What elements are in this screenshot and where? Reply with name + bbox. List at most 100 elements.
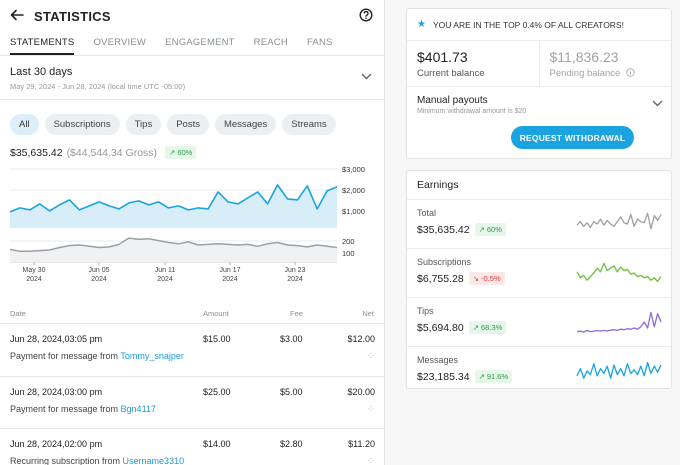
net-total: $35,635.42 [10, 146, 63, 159]
earnings-name: Messages [417, 355, 459, 365]
earnings-row-total[interactable]: Total $35,635.42 ↗ 60% [407, 200, 671, 249]
period-title: Last 30 days [10, 66, 73, 78]
x-tick-year: 2024 [157, 276, 173, 283]
earnings-name: Tips [417, 306, 434, 316]
top-bar: STATISTICS [0, 0, 384, 32]
statistics-panel: STATISTICS STATEMENTS OVERVIEW ENGAGEMEN… [0, 0, 385, 465]
chip-all[interactable]: All [10, 114, 39, 135]
summary-line: $35,635.42 ($44,544.34 Gross) ↗ 60% [0, 135, 384, 159]
request-withdrawal-button[interactable]: REQUEST WITHDRAWAL [511, 126, 634, 149]
earnings-value-line: $6,755.28 ↘ -0.5% [417, 272, 661, 285]
row-amount: $14.00 [203, 439, 231, 449]
user-link[interactable]: Bgn4117 [120, 404, 156, 414]
chip-streams[interactable]: Streams [282, 114, 336, 135]
row-desc-text: Payment for message from [10, 351, 121, 361]
change-badge: ↗ 68.3% [468, 321, 507, 334]
tab-reach[interactable]: REACH [253, 37, 288, 48]
rank-banner: ★ YOU ARE IN THE TOP 0.4% OF ALL CREATOR… [407, 9, 671, 41]
info-icon[interactable] [626, 68, 635, 80]
earnings-title: Earnings [407, 171, 671, 200]
row-date: Jun 28, 2024,03:00 pm [10, 387, 103, 397]
row-fee: $2.80 [280, 439, 303, 449]
help-icon[interactable] [359, 7, 373, 25]
earnings-value-line: $5,694.80 ↗ 68.3% [417, 321, 661, 334]
earnings-value: $5,694.80 [417, 321, 464, 334]
earnings-name: Total [417, 208, 437, 218]
row-description: Payment for message from Tommy_snajper ⁘ [0, 351, 385, 362]
x-tick-year: 2024 [287, 276, 303, 283]
earnings-value: $6,755.28 [417, 272, 464, 285]
table-row[interactable]: Jun 28, 2024,03:00 pm $25.00 $5.00 $20.0… [0, 376, 385, 415]
manual-payouts[interactable]: Manual payouts Minimum withdrawal amount… [407, 87, 671, 123]
arrow-up-icon: ↗ [169, 148, 176, 157]
row-amount: $25.00 [203, 387, 231, 397]
tab-statements[interactable]: STATEMENTS [10, 32, 75, 55]
row-net: $12.00 [347, 334, 375, 344]
earnings-row-tips[interactable]: Tips $5,694.80 ↗ 68.3% [407, 298, 671, 347]
sparkline-path [576, 361, 662, 379]
sparkline-path [576, 311, 662, 333]
x-tick-label: Jun 11 [155, 267, 176, 274]
tab-bar: STATEMENTS OVERVIEW ENGAGEMENT REACH FAN… [0, 32, 384, 56]
x-tick-label: May 30 [23, 267, 46, 274]
row-net: $11.20 [348, 439, 375, 449]
series-area [10, 238, 337, 262]
chip-messages[interactable]: Messages [214, 114, 277, 135]
table-row[interactable]: Jun 28, 2024,03:05 pm $15.00 $3.00 $12.0… [0, 323, 385, 362]
earnings-value-line: $35,635.42 ↗ 60% [417, 223, 661, 236]
change-value: 60% [486, 225, 502, 234]
sparkline [576, 361, 662, 379]
loading-icon: ⁘ [366, 456, 375, 465]
chip-subscriptions[interactable]: Subscriptions [44, 114, 120, 135]
earnings-value: $23,185.34 [417, 370, 470, 383]
rank-text: YOU ARE IN THE TOP 0.4% OF ALL CREATORS! [432, 19, 624, 30]
user-link[interactable]: Tommy_snajper [120, 351, 184, 361]
star-icon: ★ [417, 19, 426, 30]
x-tick-label: Jun 17 [219, 267, 240, 274]
row-fee: $5.00 [280, 387, 303, 397]
back-arrow-icon[interactable] [10, 8, 24, 25]
gross-total: ($44,544.34 Gross) [66, 146, 158, 159]
earnings-row-messages[interactable]: Messages $23,185.34 ↗ 91.6% [407, 347, 671, 396]
tab-overview[interactable]: OVERVIEW [93, 37, 147, 48]
earnings-value-line: $23,185.34 ↗ 91.6% [417, 370, 661, 383]
x-tick-year: 2024 [222, 276, 238, 283]
balance-card: ★ YOU ARE IN THE TOP 0.4% OF ALL CREATOR… [406, 8, 672, 159]
row-date: Jun 28, 2024,03:05 pm [10, 334, 103, 344]
arrow-down-icon: ↘ [472, 274, 480, 283]
sparkline-path [576, 262, 662, 283]
user-link[interactable]: Username3310 [122, 456, 185, 465]
current-balance: $401.73 Current balance [407, 41, 539, 86]
col-date: Date [10, 309, 26, 318]
row-description: Recurring subscription from Username3310… [0, 456, 385, 465]
tab-fans[interactable]: FANS [306, 37, 333, 48]
current-balance-label: Current balance [417, 68, 485, 79]
sparkline-path [576, 212, 662, 230]
sparkline [576, 262, 662, 283]
earnings-name: Subscriptions [417, 257, 472, 267]
loading-icon: ⁘ [366, 351, 375, 362]
change-badge: ↗ 60% [165, 146, 197, 159]
period-selector[interactable]: Last 30 days May 29, 2024 - Jun 28, 2024… [0, 56, 384, 100]
loading-icon: ⁘ [366, 404, 375, 415]
balances: $401.73 Current balance $11,836.23 Pendi… [407, 41, 671, 87]
earnings-row-subscriptions[interactable]: Subscriptions $6,755.28 ↘ -0.5% [407, 249, 671, 298]
sparkline [576, 311, 662, 333]
col-amount: Amount [203, 309, 229, 318]
tab-engagement[interactable]: ENGAGEMENT [165, 37, 235, 48]
change-value: 91.6% [486, 372, 509, 381]
payout-title: Manual payouts [417, 95, 488, 106]
chip-posts[interactable]: Posts [167, 114, 209, 135]
change-badge: ↗ 60% [474, 223, 506, 236]
arrow-up-icon: ↗ [478, 372, 485, 381]
series-line [9, 237, 338, 253]
chip-tips[interactable]: Tips [125, 114, 162, 135]
row-amount: $15.00 [203, 334, 231, 344]
y-tick-label: $3,000 [342, 165, 365, 174]
change-value: -0.5% [481, 274, 501, 283]
arrow-up-icon: ↗ [478, 225, 485, 234]
row-date: Jun 28, 2024,02:00 pm [10, 439, 103, 449]
page-title: STATISTICS [34, 8, 111, 24]
col-net: Net [362, 309, 374, 318]
table-row[interactable]: Jun 28, 2024,02:00 pm $14.00 $2.80 $11.2… [0, 428, 385, 465]
